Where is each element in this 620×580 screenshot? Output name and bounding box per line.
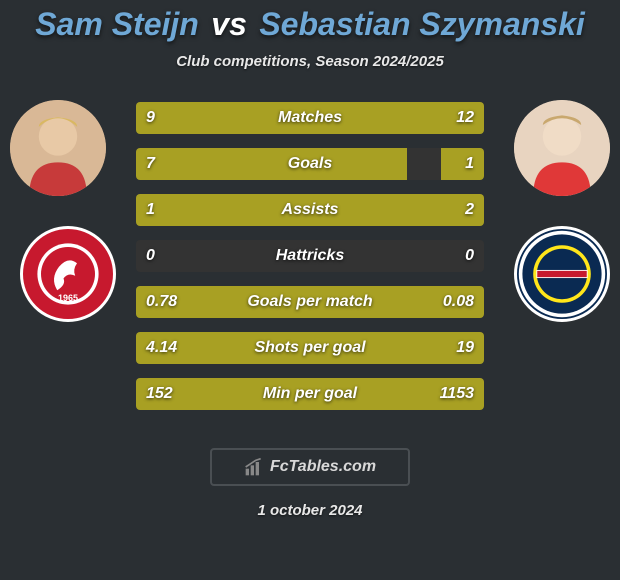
stat-bar-right-fill [252, 194, 484, 226]
player2-avatar [514, 100, 610, 196]
stat-value-right: 0.08 [433, 286, 484, 318]
stat-value-left: 152 [136, 378, 183, 410]
stat-row: Assists12 [136, 194, 484, 226]
date-text: 1 october 2024 [0, 502, 620, 519]
stat-row: Shots per goal4.1419 [136, 332, 484, 364]
stat-label: Hattricks [136, 240, 484, 272]
player1-club-badge: 1965 [20, 226, 116, 322]
player2-club-badge [514, 226, 610, 322]
player1-avatar [10, 100, 106, 196]
club-crest-icon [517, 229, 607, 319]
title-player2: Sebastian Szymanski [259, 6, 584, 42]
chart-icon [244, 457, 264, 477]
stat-value-right: 19 [446, 332, 484, 364]
stat-value-left: 1 [136, 194, 165, 226]
title-player1: Sam Steijn [35, 6, 199, 42]
person-icon [10, 100, 106, 196]
title-vs: vs [203, 6, 255, 42]
source-text: FcTables.com [270, 458, 376, 476]
person-icon [514, 100, 610, 196]
stat-bar-left-fill [136, 148, 407, 180]
stat-row: Goals per match0.780.08 [136, 286, 484, 318]
stat-value-right: 1 [455, 148, 484, 180]
comparison-body: 1965 Matches912Goals71Assists12Hattricks… [0, 100, 620, 430]
stat-bars: Matches912Goals71Assists12Hattricks00Goa… [136, 102, 484, 424]
stat-value-right: 12 [446, 102, 484, 134]
stat-row: Hattricks0 0 [136, 240, 484, 272]
stat-value-left: 7 [136, 148, 165, 180]
stat-bar-right-fill [198, 332, 484, 364]
stat-value-left: 9 [136, 102, 165, 134]
comparison-title: Sam Steijn vs Sebastian Szymanski [0, 0, 620, 43]
stat-row: Goals71 [136, 148, 484, 180]
stat-value-left: 0.78 [136, 286, 187, 318]
stat-value-left: 0 [136, 240, 165, 272]
stat-value-right: 1153 [430, 378, 484, 410]
svg-text:1965: 1965 [58, 293, 78, 303]
subtitle: Club competitions, Season 2024/2025 [0, 53, 620, 70]
stat-row: Min per goal1521153 [136, 378, 484, 410]
stat-row: Matches912 [136, 102, 484, 134]
source-badge: FcTables.com [210, 448, 410, 486]
stat-value-left: 4.14 [136, 332, 187, 364]
stat-value-right: 0 [455, 240, 484, 272]
stat-value-right: 2 [455, 194, 484, 226]
club-crest-icon: 1965 [23, 229, 113, 319]
